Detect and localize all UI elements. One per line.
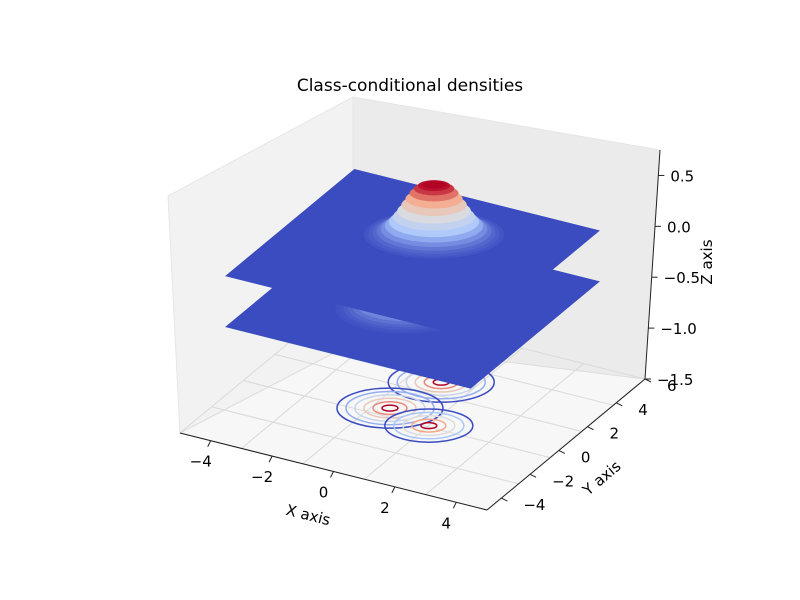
x-tick-label: 2 xyxy=(380,499,390,517)
x-tick-label: −2 xyxy=(251,468,273,486)
x-tick-mark xyxy=(391,486,396,494)
x-axis-label: X axis xyxy=(284,501,332,529)
x-tick-mark xyxy=(207,440,212,447)
contour-line xyxy=(372,400,408,416)
y-tick-label: 4 xyxy=(638,401,648,419)
contour-line xyxy=(354,394,426,423)
x-tick-label: −4 xyxy=(190,453,212,471)
y-tick-label: −2 xyxy=(552,472,574,490)
contour-line xyxy=(411,418,447,433)
x-tick-mark xyxy=(268,455,273,463)
x-tick-mark xyxy=(452,502,457,509)
grid-line xyxy=(211,406,519,485)
contour-line xyxy=(402,415,456,437)
y-tick-label: 6 xyxy=(667,377,677,395)
y-tick-mark xyxy=(501,497,508,502)
contour-line xyxy=(345,390,435,426)
contour-set xyxy=(384,408,474,443)
y-tick-mark xyxy=(616,402,623,407)
y-tick-mark xyxy=(558,450,566,454)
z-tick-label: −1.5 xyxy=(657,371,693,389)
grid-line xyxy=(274,353,582,432)
surface-patch xyxy=(422,180,447,189)
y-tick-mark xyxy=(529,473,537,478)
contour-set xyxy=(336,387,444,429)
surfaces xyxy=(225,168,600,389)
y-ticks: −4 −2 0 24 6 xyxy=(501,377,677,514)
z-tick-label: −1.0 xyxy=(660,320,696,338)
x-tick-label: 4 xyxy=(442,514,452,532)
y-tick-label: 0 xyxy=(581,448,591,466)
x-tick-label: 0 xyxy=(319,484,329,502)
z-tick-label: −0.5 xyxy=(664,269,700,287)
contour-line xyxy=(336,387,444,429)
y-tick-label: −4 xyxy=(523,496,545,514)
y-tick-mark xyxy=(587,426,594,431)
x-tick-mark xyxy=(330,471,334,478)
contour-line xyxy=(420,421,438,430)
grid-line xyxy=(425,363,584,495)
contour-line xyxy=(381,404,399,412)
z-axis-label: Z axis xyxy=(698,239,716,284)
y-axis-line xyxy=(486,378,646,511)
z-ticks: −1.5 −1.0 −0.5 0.0 0.5 xyxy=(645,167,700,389)
surface xyxy=(225,168,600,338)
z-tick-label: 0.0 xyxy=(667,218,691,236)
x-ticks: −4 −2 0 2 4 xyxy=(190,440,457,532)
y-tick-label: 2 xyxy=(610,425,620,443)
contour-line xyxy=(393,411,465,440)
grid-line xyxy=(243,380,551,459)
chart-title: Class-conditional densities xyxy=(297,76,523,96)
contour-line xyxy=(384,408,474,443)
z-axis-line xyxy=(644,149,661,380)
z-tick-label: 0.5 xyxy=(670,167,694,185)
